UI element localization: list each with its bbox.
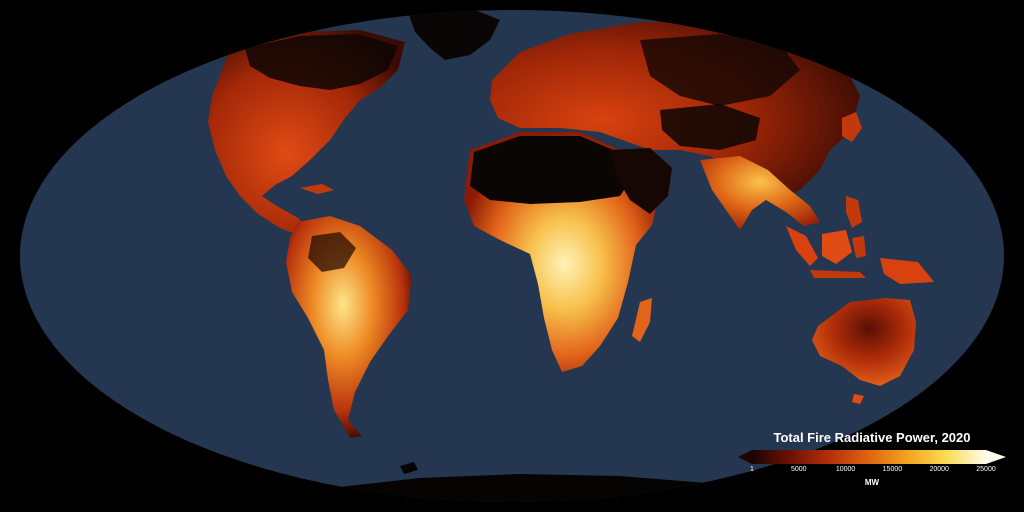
japan	[842, 112, 862, 142]
borneo	[822, 230, 852, 264]
colorbar-tick: 20000	[929, 466, 949, 473]
canada-low-fire	[245, 34, 398, 90]
greenland	[408, 10, 500, 60]
amazon-patch	[308, 232, 356, 272]
legend-title: Total Fire Radiative Power, 2020	[773, 430, 971, 445]
java-islands	[810, 270, 866, 278]
new-guinea	[880, 258, 934, 284]
siberia-patch	[640, 34, 800, 106]
colorbar-max-arrow	[986, 450, 1006, 464]
arabia	[610, 148, 672, 214]
central-asia-desert	[660, 104, 760, 150]
colorbar-min-arrow	[738, 450, 752, 464]
south-america	[286, 216, 412, 438]
colorbar-legend: Total Fire Radiative Power, 2020 1 5000 …	[738, 430, 1006, 494]
colorbar-tick: 1	[750, 466, 754, 473]
caribbean-islands	[300, 184, 334, 194]
sulawesi	[852, 236, 866, 258]
colorbar-ticks: 1 5000 10000 15000 20000 25000	[738, 466, 1006, 478]
colorbar-tick: 5000	[790, 466, 807, 473]
south-georgia	[400, 462, 418, 474]
philippines	[846, 196, 862, 228]
antarctica	[310, 474, 820, 502]
south-asia	[700, 156, 820, 230]
colorbar-tick: 15000	[882, 466, 903, 473]
colorbar-tick: 10000	[835, 466, 856, 473]
tasmania	[852, 394, 864, 404]
colorbar	[738, 450, 1006, 464]
madagascar	[632, 298, 652, 342]
colorbar-gradient	[752, 450, 986, 464]
legend-unit: MW	[864, 478, 880, 487]
sahara	[470, 136, 632, 204]
australia	[812, 298, 916, 386]
sumatra	[786, 226, 818, 266]
colorbar-tick: 25000	[976, 466, 996, 473]
